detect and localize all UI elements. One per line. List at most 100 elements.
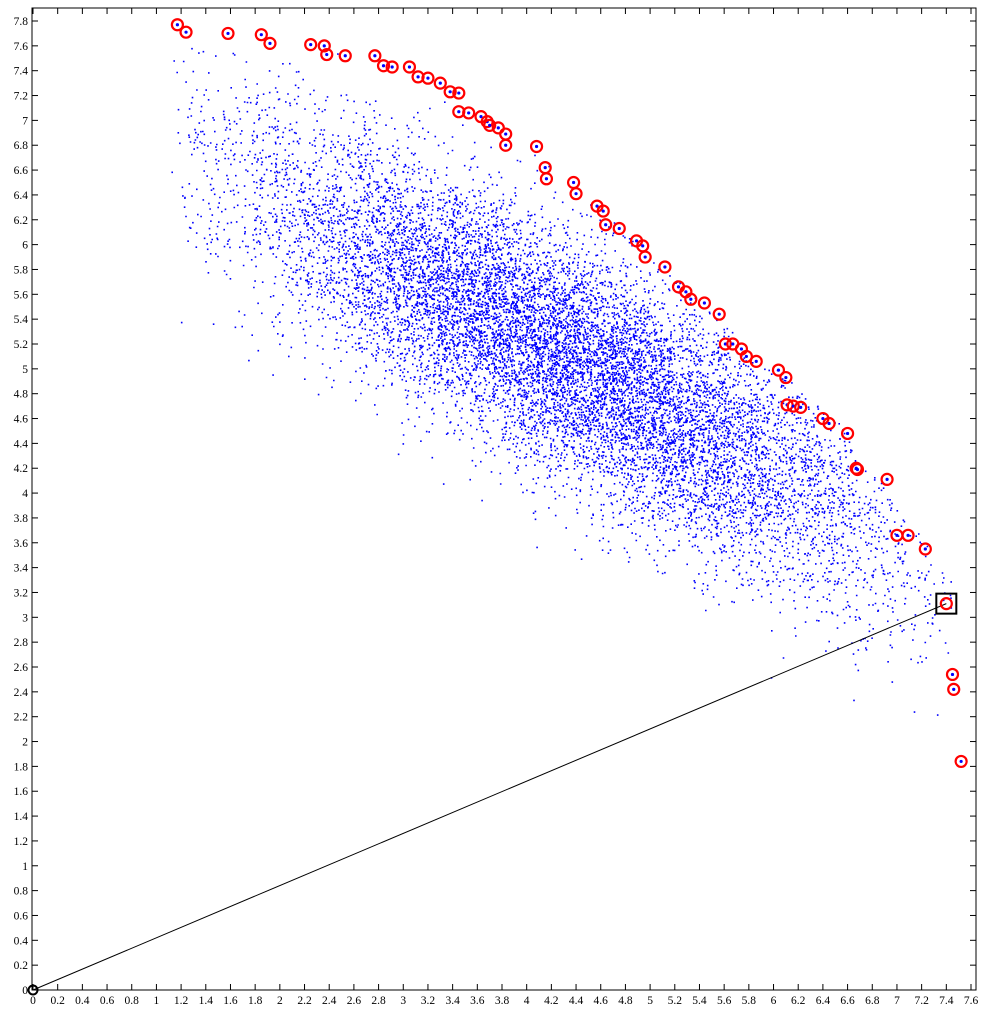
x-tick-label: 4.4 <box>569 995 584 1007</box>
y-tick-label: 0 <box>22 985 28 997</box>
frontier-point <box>850 462 865 477</box>
x-tick-label: 3.2 <box>421 995 436 1007</box>
frontier-point <box>483 118 497 132</box>
y-tick-label: 3.8 <box>14 513 29 525</box>
frontier-point <box>179 25 193 39</box>
y-tick-label: 4.4 <box>14 438 29 450</box>
x-tick-label: 2.2 <box>297 995 312 1007</box>
frontier-point <box>385 60 399 74</box>
x-tick-label: 5.6 <box>717 995 732 1007</box>
frontier-point <box>529 139 544 154</box>
x-tick-label: 6.8 <box>865 995 880 1007</box>
x-tick-label: 5 <box>647 995 653 1007</box>
frontier-point <box>612 221 626 236</box>
x-tick-label: 5.8 <box>742 995 757 1007</box>
frontier-point <box>304 38 318 52</box>
frontier-point <box>569 187 583 201</box>
frontier-point <box>771 363 786 377</box>
plot-frame <box>31 7 977 991</box>
frontier-point <box>947 682 961 696</box>
y-tick-label: 2.8 <box>14 637 29 649</box>
y-tick-label: 3.4 <box>14 563 29 575</box>
x-tick-label: 4.2 <box>544 995 559 1007</box>
y-tick-label: 5 <box>22 364 28 376</box>
x-tick-label: 6.6 <box>840 995 855 1007</box>
frontier-point <box>499 138 513 152</box>
x-tick-label: 1.6 <box>223 995 238 1007</box>
frontier-point <box>338 49 352 63</box>
x-tick-label: 2 <box>277 995 283 1007</box>
y-tick-label: 7.2 <box>14 91 29 103</box>
y-tick-label: 0.2 <box>14 960 29 972</box>
frontier-point <box>786 399 800 413</box>
y-tick-label: 6.8 <box>14 140 29 152</box>
frontier-point <box>452 86 466 100</box>
reference-line <box>32 603 947 991</box>
frontier-point <box>443 85 457 99</box>
frontier-point <box>421 71 435 85</box>
x-tick-label: 3.6 <box>470 995 485 1007</box>
frontier-point <box>901 528 915 542</box>
selected-point-marker <box>935 592 958 615</box>
x-tick-label: 3.8 <box>495 995 510 1007</box>
x-tick-label: 0.6 <box>100 995 115 1007</box>
frontier-point <box>822 416 836 431</box>
y-tick-label: 1.8 <box>14 761 29 773</box>
y-tick-label: 5.8 <box>14 264 29 276</box>
frontier-point <box>263 36 277 50</box>
frontier-point <box>402 60 417 74</box>
frontier-point <box>697 296 712 310</box>
x-tick-label: 1.8 <box>248 995 263 1007</box>
frontier-point <box>684 292 698 306</box>
frontier-point <box>918 542 932 556</box>
frontier-point <box>840 426 855 441</box>
x-tick-label: 6.2 <box>791 995 806 1007</box>
x-tick-label: 2.4 <box>322 995 337 1007</box>
point-cloud <box>171 47 953 716</box>
y-tick-label: 0.4 <box>14 935 29 947</box>
x-tick-label: 5.4 <box>692 995 707 1007</box>
y-tick-label: 2 <box>22 737 28 749</box>
x-tick-label: 0.8 <box>125 995 140 1007</box>
frontier-point <box>718 337 732 351</box>
y-tick-label: 1.4 <box>14 811 29 823</box>
x-tick-label: 7.6 <box>964 995 979 1007</box>
y-tick-label: 2.6 <box>14 662 29 674</box>
y-tick-label: 4.2 <box>14 463 29 475</box>
frontier-point <box>539 172 554 186</box>
x-tick-label: 4 <box>524 995 530 1007</box>
x-tick-label: 0 <box>30 995 36 1007</box>
x-tick-label: 2.8 <box>371 995 386 1007</box>
y-tick-label: 7.4 <box>14 66 29 78</box>
frontier-point <box>954 754 968 769</box>
y-tick-label: 7.8 <box>14 16 29 28</box>
frontier-point <box>638 250 652 264</box>
axis-ticks <box>32 8 976 991</box>
y-tick-label: 6 <box>22 240 28 252</box>
x-tick-label: 7 <box>894 995 900 1007</box>
frontier-point <box>712 307 726 321</box>
frontier-point <box>658 260 672 274</box>
frontier-point <box>433 76 447 90</box>
frontier-point <box>320 47 334 62</box>
frontier-point <box>317 39 331 53</box>
frontier-point <box>945 667 960 682</box>
y-tick-label: 6.4 <box>14 190 29 202</box>
y-tick-label: 0.8 <box>14 886 29 898</box>
y-tick-label: 3.6 <box>14 538 29 550</box>
x-tick-label: 1.4 <box>199 995 214 1007</box>
x-axis-tick-labels: 0 0.2 0.4 0.6 0.8 1 1.2 1.4 1.6 1.8 2 2.2 2.4 2.6 2.8 3… <box>30 995 978 1007</box>
y-tick-label: 1.6 <box>14 786 29 798</box>
x-tick-label: 6 <box>771 995 777 1007</box>
frontier-point <box>376 59 391 73</box>
x-tick-label: 4.8 <box>618 995 633 1007</box>
x-tick-label: 7.4 <box>939 995 954 1007</box>
frontier-point <box>368 49 382 63</box>
x-tick-label: 7.2 <box>914 995 929 1007</box>
y-axis-tick-labels: 0 0.2 0.4 0.6 0.8 1 1.2 1.4 1.6 1.8 2 2.2 2.4 2.6 2.8 3… <box>14 16 29 997</box>
y-tick-label: 3 <box>22 612 28 624</box>
frontier-point <box>779 370 793 385</box>
